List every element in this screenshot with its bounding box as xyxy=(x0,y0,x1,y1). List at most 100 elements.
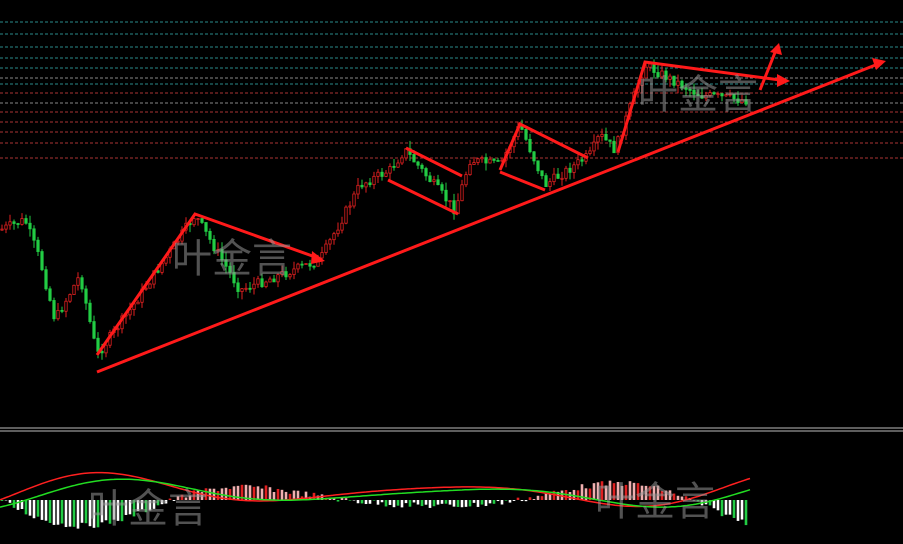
candle-body xyxy=(472,162,476,165)
candle-body xyxy=(668,75,672,80)
macd-bar xyxy=(92,500,96,528)
candle-body xyxy=(356,184,360,195)
candle-body xyxy=(732,93,736,100)
candle-body xyxy=(548,181,552,187)
candle-body xyxy=(696,93,700,97)
candle-body xyxy=(232,272,236,284)
macd-bar xyxy=(268,487,272,500)
candle-body xyxy=(700,95,704,99)
macd-bar xyxy=(496,500,500,502)
candle-body xyxy=(280,271,284,276)
wave xyxy=(499,170,546,192)
candle-body xyxy=(480,157,484,160)
candle-body xyxy=(8,221,12,226)
macd-bar xyxy=(568,492,572,500)
candle-body xyxy=(672,75,676,86)
candle-body xyxy=(312,265,316,268)
macd-bar xyxy=(576,490,580,500)
candle-body xyxy=(660,70,664,78)
candle-body xyxy=(712,92,716,95)
candle-body xyxy=(704,94,708,99)
candle-body xyxy=(448,200,452,203)
macd-bar xyxy=(88,500,92,527)
macd-bar xyxy=(180,494,184,500)
macd-bar xyxy=(208,488,212,500)
candle-body xyxy=(452,200,456,215)
macd-bar xyxy=(544,493,548,500)
candle-body xyxy=(604,134,608,141)
macd-bar xyxy=(504,500,508,501)
candle-body xyxy=(52,300,56,320)
macd-bar xyxy=(472,500,476,503)
macd-bar xyxy=(100,500,104,523)
candle-body xyxy=(396,162,400,168)
macd-bar xyxy=(500,500,504,505)
macd-bar xyxy=(340,497,344,500)
arrow-head xyxy=(777,74,790,87)
macd-bar xyxy=(532,499,536,500)
candle-body xyxy=(212,238,216,252)
macd-bar xyxy=(172,500,176,501)
candle-body xyxy=(0,228,4,231)
candle-body xyxy=(708,92,712,96)
candle-body xyxy=(492,158,496,161)
macd-bar xyxy=(40,500,44,520)
candle-body xyxy=(220,249,224,261)
macd-bar xyxy=(732,500,736,518)
candle-body xyxy=(20,218,24,225)
candle-body xyxy=(332,233,336,241)
candle-body xyxy=(224,259,228,267)
candle-body xyxy=(252,283,256,290)
candle-body xyxy=(388,166,392,174)
macd-bar xyxy=(432,500,436,507)
macd-bar xyxy=(524,500,528,502)
arrow-head xyxy=(770,43,782,55)
macd-bar xyxy=(708,500,712,506)
candle-body xyxy=(260,278,264,288)
candle-body xyxy=(352,193,356,207)
macd-bar xyxy=(560,490,564,500)
candle-body xyxy=(468,164,472,176)
candle-body xyxy=(284,271,288,278)
candle-body xyxy=(12,221,16,224)
macd-bar xyxy=(316,495,320,500)
macd-bar xyxy=(96,500,100,528)
macd-bar xyxy=(636,483,640,500)
candle-body xyxy=(264,281,268,288)
candle-body xyxy=(648,63,652,68)
macd-bar xyxy=(152,500,156,509)
candle-body xyxy=(368,182,372,186)
macd-bar xyxy=(540,496,544,500)
candle-body xyxy=(236,282,240,292)
macd-bar xyxy=(440,500,444,504)
macd-bar xyxy=(488,500,492,504)
macd-bar xyxy=(84,500,88,524)
candle-body xyxy=(740,99,744,104)
macd-bar xyxy=(624,484,628,500)
watermark: 叶金言 xyxy=(88,486,208,532)
wave xyxy=(387,178,459,216)
candle-body xyxy=(728,93,732,96)
macd-bar xyxy=(620,485,624,500)
macd-bar xyxy=(396,500,400,506)
macd-bar xyxy=(244,484,248,500)
macd-bar xyxy=(672,493,676,500)
candle-body xyxy=(588,150,592,154)
candle-body xyxy=(244,287,248,290)
macd-bar xyxy=(452,500,456,507)
macd-bar xyxy=(604,485,608,500)
macd-bar xyxy=(652,485,656,500)
macd-bar xyxy=(224,487,228,500)
wave xyxy=(758,49,778,91)
macd-bar xyxy=(676,495,680,500)
macd-bar xyxy=(736,500,740,521)
candle-body xyxy=(256,278,260,285)
macd-bar xyxy=(512,500,516,501)
wave xyxy=(498,121,589,171)
arrow-head xyxy=(872,58,886,70)
macd-bar xyxy=(32,500,36,519)
macd-bar xyxy=(328,498,332,500)
macd-bar xyxy=(120,500,124,522)
candle-body xyxy=(4,224,8,230)
